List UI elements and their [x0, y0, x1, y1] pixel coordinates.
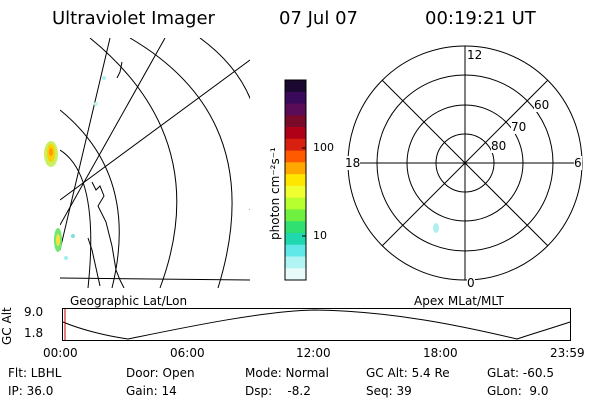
status-ip: IP: 36.0: [8, 384, 54, 398]
colorbar-band: [285, 256, 306, 269]
colorbar-tick-100: 100: [313, 141, 334, 154]
colorbar-band: [285, 232, 306, 246]
time-tick-2359: 23:59: [550, 346, 585, 360]
colorbar-band: [285, 138, 306, 152]
mlat-label-80: 80: [491, 139, 507, 153]
colorbar-band: [285, 150, 306, 163]
instrument-title: Ultraviolet Imager: [52, 8, 215, 29]
geographic-panel-label: Geographic Lat/Lon: [70, 294, 188, 308]
mlt-label-12: 12: [467, 48, 483, 62]
colorbar: [284, 79, 307, 281]
colorbar-band: [285, 244, 306, 257]
altitude-tick-1-8: 1.8: [24, 326, 44, 340]
status-glat: GLat: -60.5: [487, 366, 554, 380]
status-gain: Gain: 14: [126, 384, 177, 398]
colorbar-band: [285, 209, 306, 222]
altitude-tick-9: 9.0: [24, 305, 44, 319]
colorbar-band: [285, 162, 306, 175]
mlt-label-18: 18: [345, 156, 361, 170]
colorbar-unit-label: photon cm⁻²s⁻¹: [268, 147, 282, 240]
altitude-axis-label: GC Alt: [0, 307, 14, 345]
status-seq: Seq: 39: [366, 384, 412, 398]
time-label: 00:19:21 UT: [425, 8, 536, 29]
colorbar-band: [285, 185, 306, 199]
colorbar-band: [285, 197, 306, 210]
status-mode: Mode: Normal: [245, 366, 329, 380]
date-label: 07 Jul 07: [279, 8, 358, 29]
mlat-label-70: 70: [511, 120, 527, 134]
time-tick-0000: 00:00: [43, 346, 78, 360]
colorbar-band: [285, 80, 306, 93]
status-gc-alt: GC Alt: 5.4 Re: [366, 366, 450, 380]
time-tick-0600: 06:00: [170, 346, 205, 360]
aurora-emission: [44, 76, 106, 260]
colorbar-band: [285, 115, 306, 128]
colorbar-tick-10: 10: [313, 229, 327, 242]
status-door: Door: Open: [126, 366, 195, 380]
polar-plot: [347, 45, 583, 281]
status-dsp: Dsp: -8.2: [245, 384, 311, 398]
time-tick-1200: 12:00: [296, 346, 331, 360]
mlt-label-6: 6: [574, 156, 582, 170]
colorbar-band: [285, 127, 306, 140]
colorbar-band: [285, 174, 306, 187]
mlt-label-0: 0: [467, 276, 475, 290]
colorbar-band: [285, 221, 306, 234]
colorbar-band: [285, 91, 306, 105]
status-filter: Flt: LBHL: [8, 366, 62, 380]
geographic-map: [44, 38, 250, 288]
colorbar-band: [285, 268, 306, 281]
altitude-plot: [62, 308, 571, 341]
colorbar-band: [285, 103, 306, 116]
apex-panel-label: Apex MLat/MLT: [414, 294, 504, 308]
time-tick-1800: 18:00: [423, 346, 458, 360]
status-glon: GLon: 9.0: [487, 384, 549, 398]
mlat-label-60: 60: [534, 98, 550, 112]
